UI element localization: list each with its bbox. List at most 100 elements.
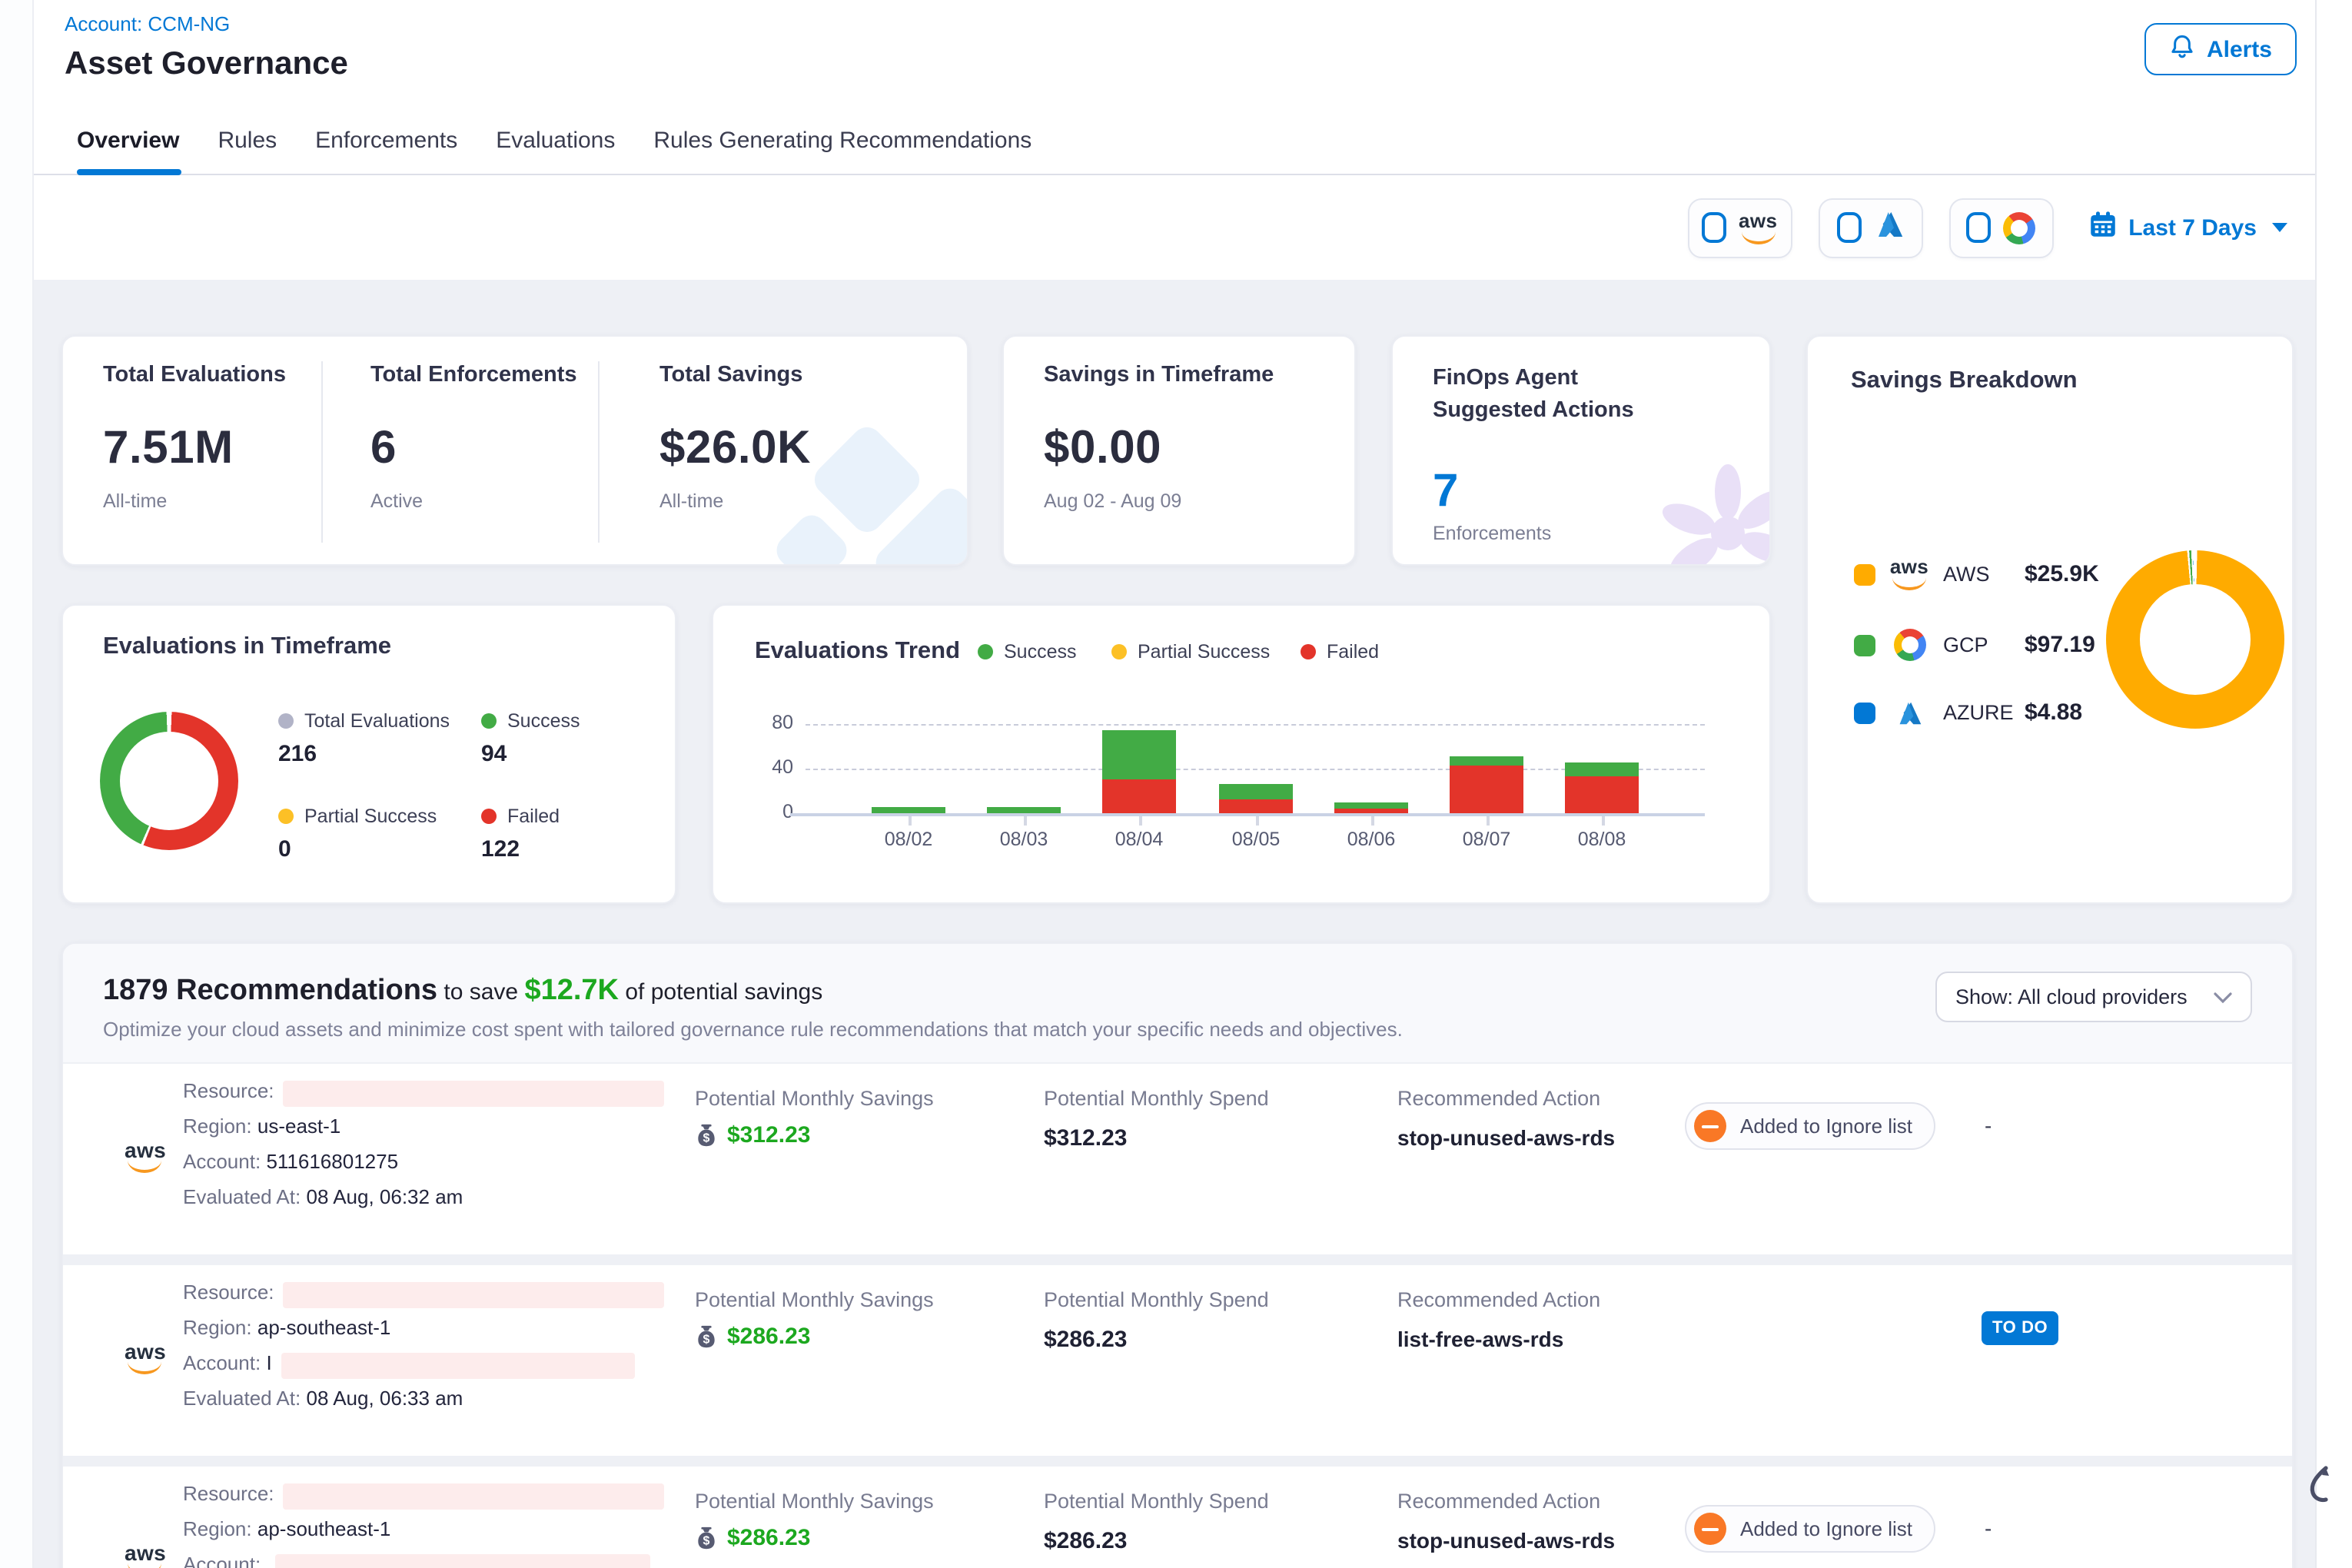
account-breadcrumb[interactable]: Account: CCM-NG (65, 12, 230, 35)
bar-segment-success (1219, 784, 1293, 799)
trend-chart: 0408008/0208/0308/0408/0508/0608/0708/08 (713, 606, 1771, 904)
row-separator (63, 1254, 2292, 1265)
money-bag-icon: $ (695, 1123, 718, 1148)
recommendations-count: 1879 Recommendations (103, 975, 437, 1007)
action-column-label: Recommended Action (1397, 1490, 1600, 1513)
trend-bar-08/06 (1334, 803, 1408, 813)
tab-evaluations[interactable]: Evaluations (496, 128, 615, 154)
resource-line: Resource: (183, 1281, 665, 1307)
y-axis-tick: 80 (732, 712, 793, 733)
recommended-action-value: stop-unused-aws-rds (1397, 1528, 1615, 1553)
aws-icon: aws (125, 1339, 164, 1374)
trend-bar-08/04 (1102, 729, 1176, 813)
x-tick-mark (1487, 816, 1489, 826)
cloud-provider-filter-select[interactable]: Show: All cloud providers (1935, 972, 2252, 1022)
bar-segment-success (1565, 763, 1639, 776)
bar-segment-failed (1219, 800, 1293, 813)
cloud-provider-filter-value: Show: All cloud providers (1955, 985, 2188, 1008)
x-axis-label: 08/07 (1440, 829, 1533, 850)
account-line: Account: 511616801275 (183, 1150, 398, 1173)
finops-value: 7 (1433, 466, 1459, 518)
recommendation-row[interactable]: aws Resource: Region: ap-southeast-1 Acc… (63, 1467, 2292, 1568)
recommendation-row[interactable]: aws Resource: Region: ap-southeast-1 Acc… (63, 1265, 2292, 1456)
azure-checkbox[interactable] (1836, 212, 1861, 243)
gcp-checkbox[interactable] (1966, 212, 1991, 243)
failed-dot (481, 809, 497, 824)
filter-toolbar: aws Last 7 Days (0, 175, 2352, 281)
recommendations-subtitle: Optimize your cloud assets and minimize … (103, 1018, 1403, 1041)
action-column-label: Recommended Action (1397, 1087, 1600, 1110)
legend-total-evaluations: Total Evaluations (278, 710, 450, 732)
finops-sub: Enforcements (1433, 523, 1551, 544)
x-tick-mark (1139, 816, 1141, 826)
aws-filter-toggle[interactable]: aws (1687, 198, 1792, 257)
collapsed-nav-rail (0, 0, 34, 1568)
tab-rules[interactable]: Rules (218, 128, 277, 154)
evaluations-timeframe-card: Evaluations in Timeframe Total Evaluatio… (61, 604, 676, 904)
x-tick-mark (1024, 816, 1026, 826)
success-dot (481, 713, 497, 729)
bar-segment-failed (1334, 809, 1408, 813)
bell-icon (2170, 33, 2196, 65)
legend-item-gcp: GCP $97.19 (1854, 629, 2095, 661)
tab-enforcements[interactable]: Enforcements (315, 128, 457, 154)
gcp-swatch (1854, 634, 1875, 656)
total-savings-value: $26.0K (659, 423, 811, 475)
savings-value: $ $312.23 (695, 1122, 810, 1148)
bar-segment-failed (1102, 780, 1176, 814)
aws-checkbox[interactable] (1701, 212, 1726, 243)
total-savings-label: Total Savings (659, 363, 802, 387)
trend-bar-08/03 (987, 808, 1061, 813)
alerts-button[interactable]: Alerts (2145, 23, 2297, 75)
total-enforcements-value: 6 (370, 423, 397, 475)
total-evaluations-sub: All-time (103, 490, 167, 512)
azure-swatch (1854, 702, 1875, 723)
x-tick-mark (1371, 816, 1374, 826)
spend-column-label: Potential Monthly Spend (1044, 1288, 1269, 1311)
bar-segment-failed (1450, 766, 1523, 813)
recommendation-row[interactable]: aws Resource: Region: us-east-1 Account:… (63, 1064, 2292, 1254)
savings-column-label: Potential Monthly Savings (695, 1490, 934, 1513)
gcp-icon (1893, 629, 1925, 661)
row-separator (63, 1456, 2292, 1467)
y-axis-tick: 40 (732, 756, 793, 778)
success-count: 94 (481, 741, 507, 767)
finops-actions-card: FinOps Agent Suggested Actions 7 Enforce… (1391, 335, 1771, 566)
x-axis-label: 08/05 (1210, 829, 1302, 850)
aws-icon: aws (1889, 558, 1929, 590)
gcp-legend-label: GCP (1943, 633, 2011, 656)
date-range-picker[interactable]: Last 7 Days (2088, 211, 2287, 244)
gcp-icon (2003, 211, 2035, 244)
region-line: Region: us-east-1 (183, 1115, 341, 1138)
aws-legend-value: $25.9K (2025, 561, 2099, 587)
tab-bar: Overview Rules Enforcements Evaluations … (0, 108, 2352, 175)
savings-breakdown-title: Savings Breakdown (1851, 367, 2078, 395)
region-line: Region: ap-southeast-1 (183, 1517, 390, 1540)
gridline (806, 724, 1705, 726)
azure-filter-toggle[interactable] (1818, 198, 1922, 257)
x-axis-label: 08/08 (1556, 829, 1648, 850)
aws-icon: aws (1738, 211, 1778, 244)
tab-overview[interactable]: Overview (77, 128, 179, 154)
region-line: Region: ap-southeast-1 (183, 1316, 390, 1339)
gcp-filter-toggle[interactable] (1948, 198, 2053, 257)
savings-breakdown-card: Savings Breakdown aws AWS $25.9K GCP $97… (1806, 335, 2294, 904)
azure-legend-value: $4.88 (2025, 699, 2082, 726)
aws-swatch (1854, 563, 1875, 585)
aws-icon: aws (125, 1138, 164, 1173)
x-tick-mark (909, 816, 911, 826)
tab-rules-generating-recommendations[interactable]: Rules Generating Recommendations (653, 128, 1031, 154)
gcp-legend-value: $97.19 (2025, 632, 2095, 658)
chevron-down-icon (2214, 991, 2232, 1003)
money-bag-icon: $ (695, 1324, 718, 1349)
partial-success-count: 0 (278, 836, 291, 862)
added-to-ignore-badge[interactable]: Added to Ignore list (1685, 1102, 1935, 1150)
azure-legend-label: AZURE (1943, 701, 2011, 724)
chevron-down-icon (2272, 223, 2287, 232)
trend-bar-08/08 (1565, 763, 1639, 813)
added-to-ignore-badge[interactable]: Added to Ignore list (1685, 1505, 1935, 1553)
spend-value: $286.23 (1044, 1327, 1127, 1353)
right-gutter (2315, 0, 2352, 1568)
page-title: Asset Governance (65, 46, 348, 83)
bar-segment-success (987, 808, 1061, 813)
